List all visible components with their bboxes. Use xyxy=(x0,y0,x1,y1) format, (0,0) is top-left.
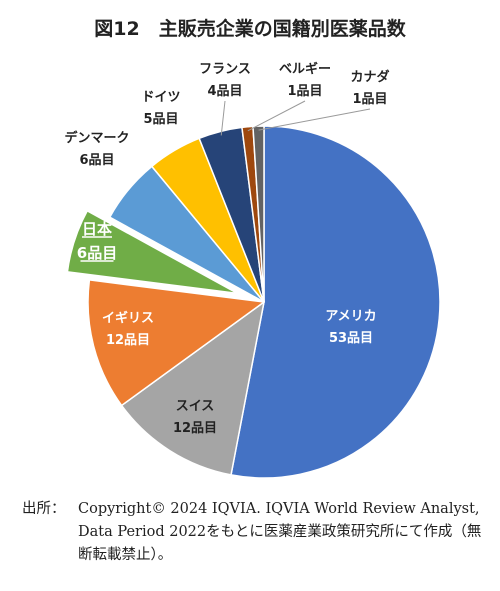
slice-name-label-5: ドイツ xyxy=(141,90,180,105)
slice-name-label-6: フランス xyxy=(199,62,251,77)
slice-value-label-2: 12品目 xyxy=(106,333,150,348)
pie-slice-2 xyxy=(87,279,265,407)
slice-name-label-1: スイス xyxy=(176,399,215,414)
pie-slice-8 xyxy=(252,125,265,303)
slice-value-label-4: 6品目 xyxy=(79,153,114,168)
source-prefix: 出所： xyxy=(22,501,66,517)
pie-slice-3 xyxy=(65,208,243,297)
leader-line-6 xyxy=(220,100,226,136)
pie-slice-1 xyxy=(120,301,265,476)
slice-name-label-4: デンマーク xyxy=(64,130,129,146)
slice-value-label-6: 4品目 xyxy=(207,84,242,99)
slice-name-label-7: ベルギー xyxy=(279,61,331,77)
slice-name-label-8: カナダ xyxy=(350,69,389,85)
slice-value-label-3: 6品目 xyxy=(77,244,117,262)
slice-name-label-0: アメリカ xyxy=(325,309,376,324)
leader-line-8 xyxy=(258,108,371,131)
slice-name-label-2: イギリス xyxy=(102,310,154,326)
slice-value-label-0: 53品目 xyxy=(329,331,373,346)
leader-line-7 xyxy=(247,100,306,132)
pie-slice-0 xyxy=(230,125,441,479)
slice-name-label-3: 日本 xyxy=(82,220,112,238)
slice-value-label-8: 1品目 xyxy=(352,92,387,107)
chart-title: 図12 主販売企業の国籍別医薬品数 xyxy=(94,18,406,40)
slice-value-label-1: 12品目 xyxy=(173,421,217,436)
source-text: Copyright© 2024 IQVIA. IQVIA World Revie… xyxy=(78,501,485,563)
slice-value-label-5: 5品目 xyxy=(143,112,178,127)
source-note: 出所： Copyright© 2024 IQVIA. IQVIA World R… xyxy=(22,498,492,567)
slice-value-label-7: 1品目 xyxy=(287,84,322,99)
